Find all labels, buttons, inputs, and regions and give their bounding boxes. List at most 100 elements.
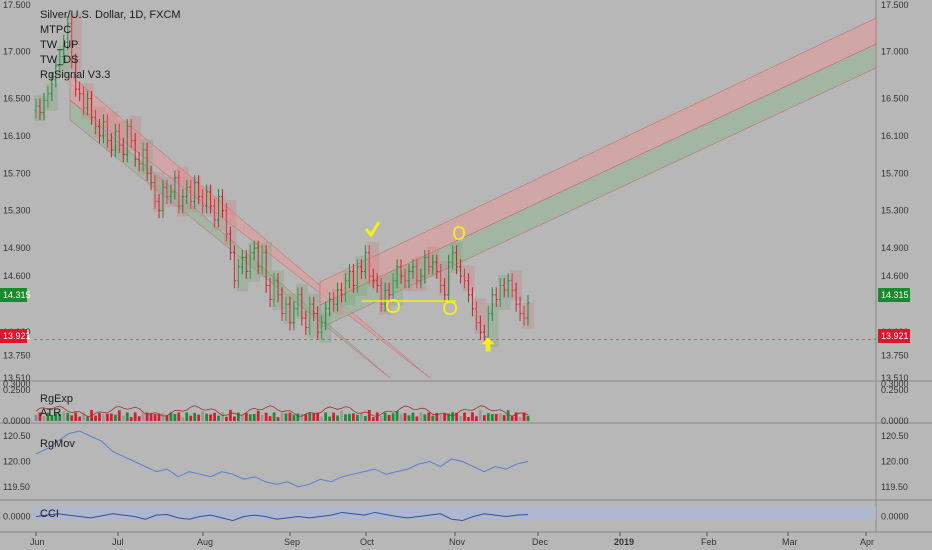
rgexp-bar: [300, 413, 304, 421]
rgexp-bar: [403, 413, 407, 421]
rgexp-bar: [352, 413, 355, 421]
rgmov-y-tick: 119.50: [881, 482, 908, 492]
x-tick-label: Nov: [449, 537, 466, 547]
y-tick-label-left: 17.500: [3, 0, 31, 10]
rgexp-bar: [38, 412, 42, 421]
indicator-label-tw-ds: TW_DS: [40, 54, 79, 66]
rgexp-bar: [236, 412, 240, 421]
x-tick-label: Sep: [284, 537, 300, 547]
chart-title: Silver/U.S. Dollar, 1D, FXCM: [40, 9, 181, 21]
rgexp-bar: [169, 412, 173, 421]
rgexp-bar: [427, 412, 431, 421]
panel-label-rgmov: RgMov: [40, 438, 75, 450]
rgexp-bar: [129, 417, 133, 421]
rgexp-bar: [221, 412, 224, 421]
rgexp-bar: [205, 413, 209, 421]
badge-current-right-text: 14.315: [881, 290, 909, 300]
rgmov-y-tick-left: 119.50: [3, 482, 30, 492]
circle-marker: [386, 299, 400, 313]
y-tick-label: 17.500: [881, 0, 909, 10]
rgexp-y-tick: 0.2500: [881, 385, 909, 395]
rgexp-bar: [332, 412, 335, 421]
badge-low-left: 13.921: [0, 329, 31, 343]
rgmov-y-tick-left: 120.50: [3, 431, 31, 441]
rgexp-bar: [336, 415, 339, 421]
rgexp-bar: [244, 413, 248, 421]
candle-shade: [69, 13, 82, 72]
rgexp-bar: [304, 414, 308, 421]
rgexp-bar: [86, 416, 89, 421]
candle-shade: [105, 111, 118, 152]
badge-low-right-text: 13.921: [881, 331, 909, 341]
rgexp-bar: [455, 412, 458, 421]
x-tick-label: 2019: [614, 537, 634, 547]
annotations: [362, 221, 495, 352]
rgexp-bar: [78, 416, 82, 421]
rgexp-bar: [197, 414, 201, 421]
rgexp-bar: [240, 415, 244, 421]
rgexp-bar: [193, 412, 197, 421]
rgexp-bar: [431, 415, 435, 421]
y-tick-label-left: 16.500: [3, 93, 31, 103]
y-tick-label: 15.300: [881, 206, 909, 216]
rgexp-bar: [74, 412, 78, 421]
rgexp-bar: [439, 414, 443, 421]
y-tick-label-left: 13.510: [3, 373, 31, 383]
rgexp-bar: [478, 410, 482, 421]
rgexp-y-tick-left: 0.2500: [3, 385, 31, 395]
rgexp-bar: [522, 412, 526, 421]
x-tick-label: Jul: [112, 537, 124, 547]
rgexp-bar: [62, 411, 66, 421]
rgexp-bar: [502, 415, 506, 421]
rgexp-bar: [50, 414, 54, 421]
badge-current-left-text: 14.315: [3, 290, 31, 300]
rgexp-bar: [189, 415, 193, 421]
rgexp-bar: [471, 412, 474, 421]
rgexp-bar: [125, 412, 129, 421]
rgexp-bar: [292, 414, 296, 421]
rgexp-bar: [328, 416, 332, 421]
y-tick-label-left: 15.700: [3, 168, 31, 178]
rgexp-bar: [510, 416, 514, 421]
rgexp-bar: [225, 416, 228, 421]
indicator-label-mtpc: MTPC: [40, 24, 71, 36]
panel-label-atr: ATR: [40, 407, 61, 419]
rgexp-bar: [494, 414, 498, 421]
rgexp-bar: [264, 412, 268, 421]
y-tick-label: 16.500: [881, 93, 909, 103]
rgexp-bar: [490, 414, 494, 421]
rgexp-bar: [181, 416, 185, 421]
arrow-up-icon: [481, 337, 495, 352]
rgexp-bar: [109, 413, 113, 421]
rgexp-bar: [284, 413, 288, 421]
rgexp-bar: [467, 417, 470, 421]
rgexp-bar: [153, 413, 157, 421]
rgexp-bar: [201, 411, 205, 421]
x-tick-label: Apr: [860, 537, 874, 547]
rgexp-bar: [359, 412, 363, 421]
rgexp-bar: [506, 410, 510, 421]
y-tick-label-left: 16.100: [3, 131, 31, 141]
rgexp-bar: [288, 412, 292, 421]
rgexp-bar: [46, 412, 50, 421]
rgexp-bar: [363, 415, 367, 421]
rgexp-bar: [113, 414, 117, 421]
candle-shade: [224, 200, 237, 245]
cci-line: [35, 511, 529, 522]
y-tick-label: 17.000: [881, 47, 909, 57]
badge-current-left: 14.315: [0, 288, 31, 302]
rgexp-bar: [526, 415, 530, 421]
rgexp-bar: [82, 412, 86, 421]
axes: 17.500 17.500 17.000 17.000 16.500 16.500 16.1…: [3, 0, 909, 547]
rgexp-bar: [395, 411, 399, 421]
y-tick-label-left: 14.900: [3, 243, 31, 253]
rgexp-bar: [367, 409, 371, 421]
indicator-label-tw-up: TW_UP: [40, 39, 79, 51]
cci-y-tick: 0.0000: [881, 512, 909, 522]
x-tick-label: Aug: [197, 537, 213, 547]
rgexp-bar: [324, 412, 328, 421]
y-tick-label: 13.510: [881, 373, 909, 383]
y-tick-label-left: 14.600: [3, 271, 31, 281]
